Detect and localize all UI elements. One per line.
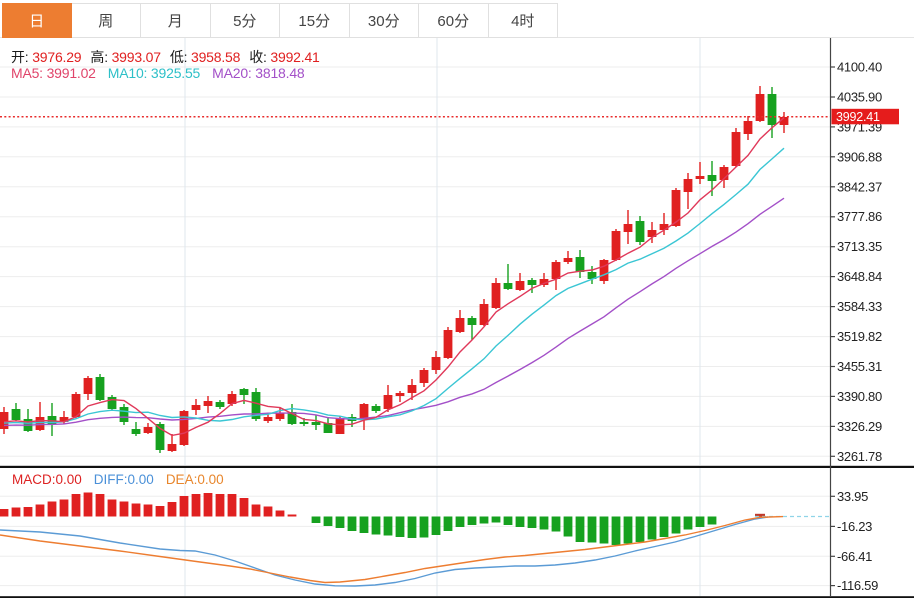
svg-text:-66.41: -66.41 [837, 549, 872, 564]
svg-text:3842.37: 3842.37 [837, 179, 882, 194]
svg-text:-116.59: -116.59 [837, 578, 878, 593]
svg-text:3261.78: 3261.78 [837, 449, 882, 464]
svg-text:3519.82: 3519.82 [837, 329, 882, 344]
svg-text:3648.84: 3648.84 [837, 269, 882, 284]
svg-text:3777.86: 3777.86 [837, 209, 882, 224]
svg-text:4035.90: 4035.90 [837, 90, 882, 105]
svg-text:3992.41: 3992.41 [836, 110, 880, 124]
svg-text:4100.40: 4100.40 [837, 60, 882, 75]
svg-text:3455.31: 3455.31 [837, 359, 882, 374]
svg-text:3326.29: 3326.29 [837, 419, 882, 434]
svg-text:3584.33: 3584.33 [837, 299, 882, 314]
svg-text:3906.88: 3906.88 [837, 149, 882, 164]
svg-text:3713.35: 3713.35 [837, 239, 882, 254]
svg-text:33.95: 33.95 [837, 489, 868, 504]
svg-text:-16.23: -16.23 [837, 519, 872, 534]
svg-text:3390.80: 3390.80 [837, 389, 882, 404]
